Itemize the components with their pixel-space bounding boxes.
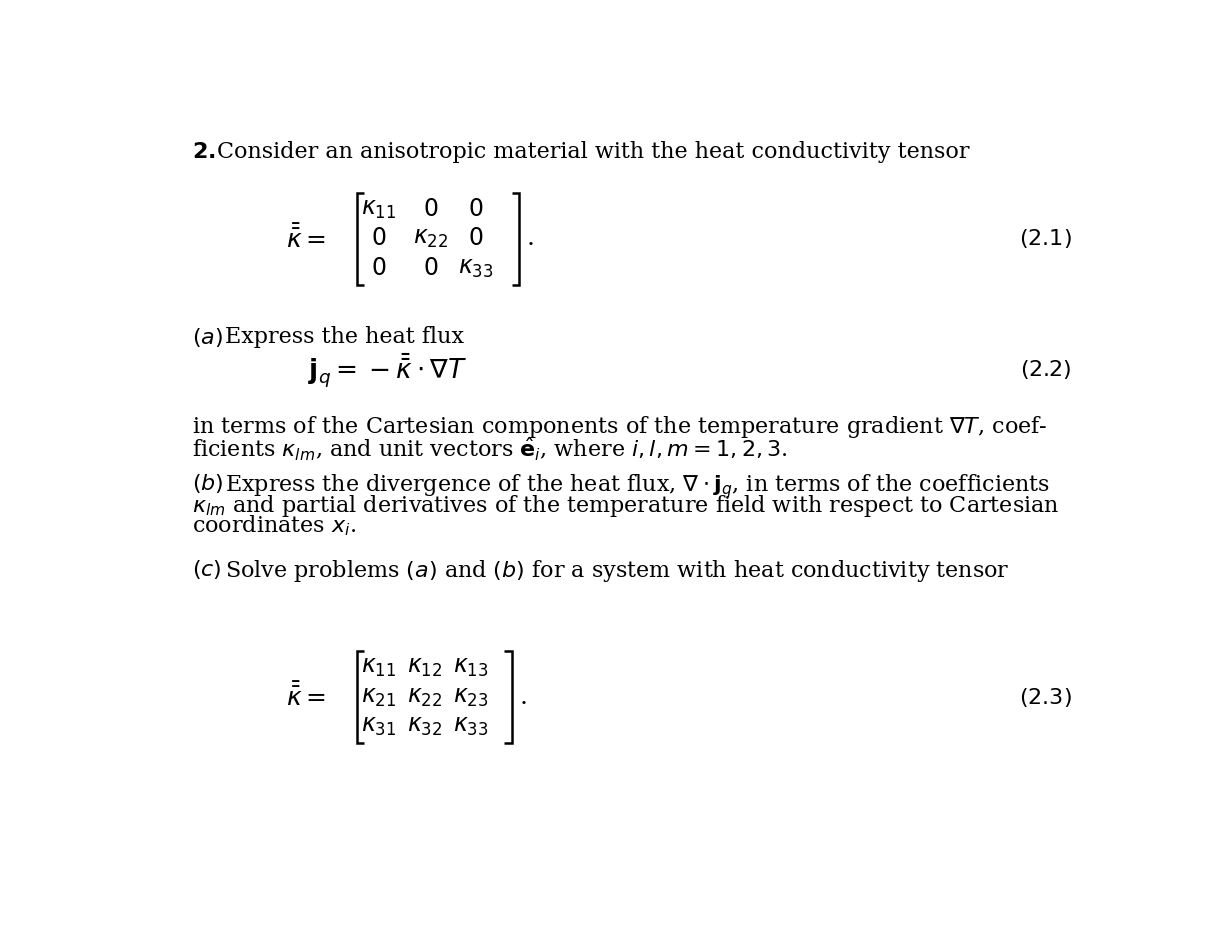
- Text: Consider an anisotropic material with the heat conductivity tensor: Consider an anisotropic material with th…: [217, 141, 970, 163]
- Text: $(b)$: $(b)$: [193, 473, 223, 495]
- Text: $0$: $0$: [371, 256, 386, 280]
- Text: $\kappa_{13}$: $\kappa_{13}$: [453, 656, 489, 679]
- Text: $0$: $0$: [468, 227, 484, 251]
- Text: coordinates $x_i$.: coordinates $x_i$.: [193, 514, 357, 539]
- Text: $\kappa_{31}$: $\kappa_{31}$: [361, 715, 395, 738]
- Text: $(a)$: $(a)$: [193, 326, 223, 349]
- Text: $0$: $0$: [371, 227, 386, 251]
- Text: $\kappa_{lm}$ and partial derivatives of the temperature field with respect to C: $\kappa_{lm}$ and partial derivatives of…: [193, 493, 1060, 519]
- Text: $\kappa_{33}$: $\kappa_{33}$: [458, 256, 494, 280]
- Text: $\kappa_{22}$: $\kappa_{22}$: [408, 686, 442, 708]
- Text: $\kappa_{32}$: $\kappa_{32}$: [408, 715, 442, 738]
- Text: $\kappa_{12}$: $\kappa_{12}$: [408, 656, 442, 679]
- Text: $\kappa_{11}$: $\kappa_{11}$: [361, 656, 395, 679]
- Text: $\bar{\bar{\kappa}} =$: $\bar{\bar{\kappa}} =$: [286, 683, 325, 711]
- Text: $0$: $0$: [424, 199, 438, 221]
- Text: $0$: $0$: [468, 199, 484, 221]
- Text: Solve problems $(a)$ and $(b)$ for a system with heat conductivity tensor: Solve problems $(a)$ and $(b)$ for a sys…: [225, 558, 1009, 584]
- Text: .: .: [527, 227, 535, 251]
- Text: Express the divergence of the heat flux, $\nabla \cdot \mathbf{j}_q$, in terms o: Express the divergence of the heat flux,…: [225, 473, 1050, 500]
- Text: $\kappa_{21}$: $\kappa_{21}$: [361, 686, 395, 708]
- Text: Express the heat flux: Express the heat flux: [225, 326, 464, 348]
- Text: $\kappa_{33}$: $\kappa_{33}$: [453, 715, 489, 738]
- Text: $\bar{\bar{\kappa}} =$: $\bar{\bar{\kappa}} =$: [286, 225, 325, 253]
- Text: ficients $\kappa_{lm}$, and unit vectors $\hat{\mathbf{e}}_i$, where $i, l, m = : ficients $\kappa_{lm}$, and unit vectors…: [193, 435, 788, 462]
- Text: in terms of the Cartesian components of the temperature gradient $\nabla T$, coe: in terms of the Cartesian components of …: [193, 415, 1047, 441]
- Text: $\mathbf{2.}$: $\mathbf{2.}$: [193, 141, 216, 163]
- Text: $(2.3)$: $(2.3)$: [1019, 686, 1072, 708]
- Text: $(2.1)$: $(2.1)$: [1019, 227, 1072, 251]
- Text: $\kappa_{23}$: $\kappa_{23}$: [453, 686, 489, 708]
- Text: $\kappa_{11}$: $\kappa_{11}$: [361, 199, 395, 221]
- Text: $\mathbf{j}_q = -\bar{\bar{\kappa}} \cdot \nabla T$: $\mathbf{j}_q = -\bar{\bar{\kappa}} \cdo…: [308, 350, 468, 389]
- Text: $0$: $0$: [424, 256, 438, 280]
- Text: $(2.2)$: $(2.2)$: [1020, 358, 1072, 381]
- Text: $\kappa_{22}$: $\kappa_{22}$: [414, 227, 448, 251]
- Text: .: .: [519, 686, 527, 708]
- Text: $(c)$: $(c)$: [193, 558, 222, 582]
